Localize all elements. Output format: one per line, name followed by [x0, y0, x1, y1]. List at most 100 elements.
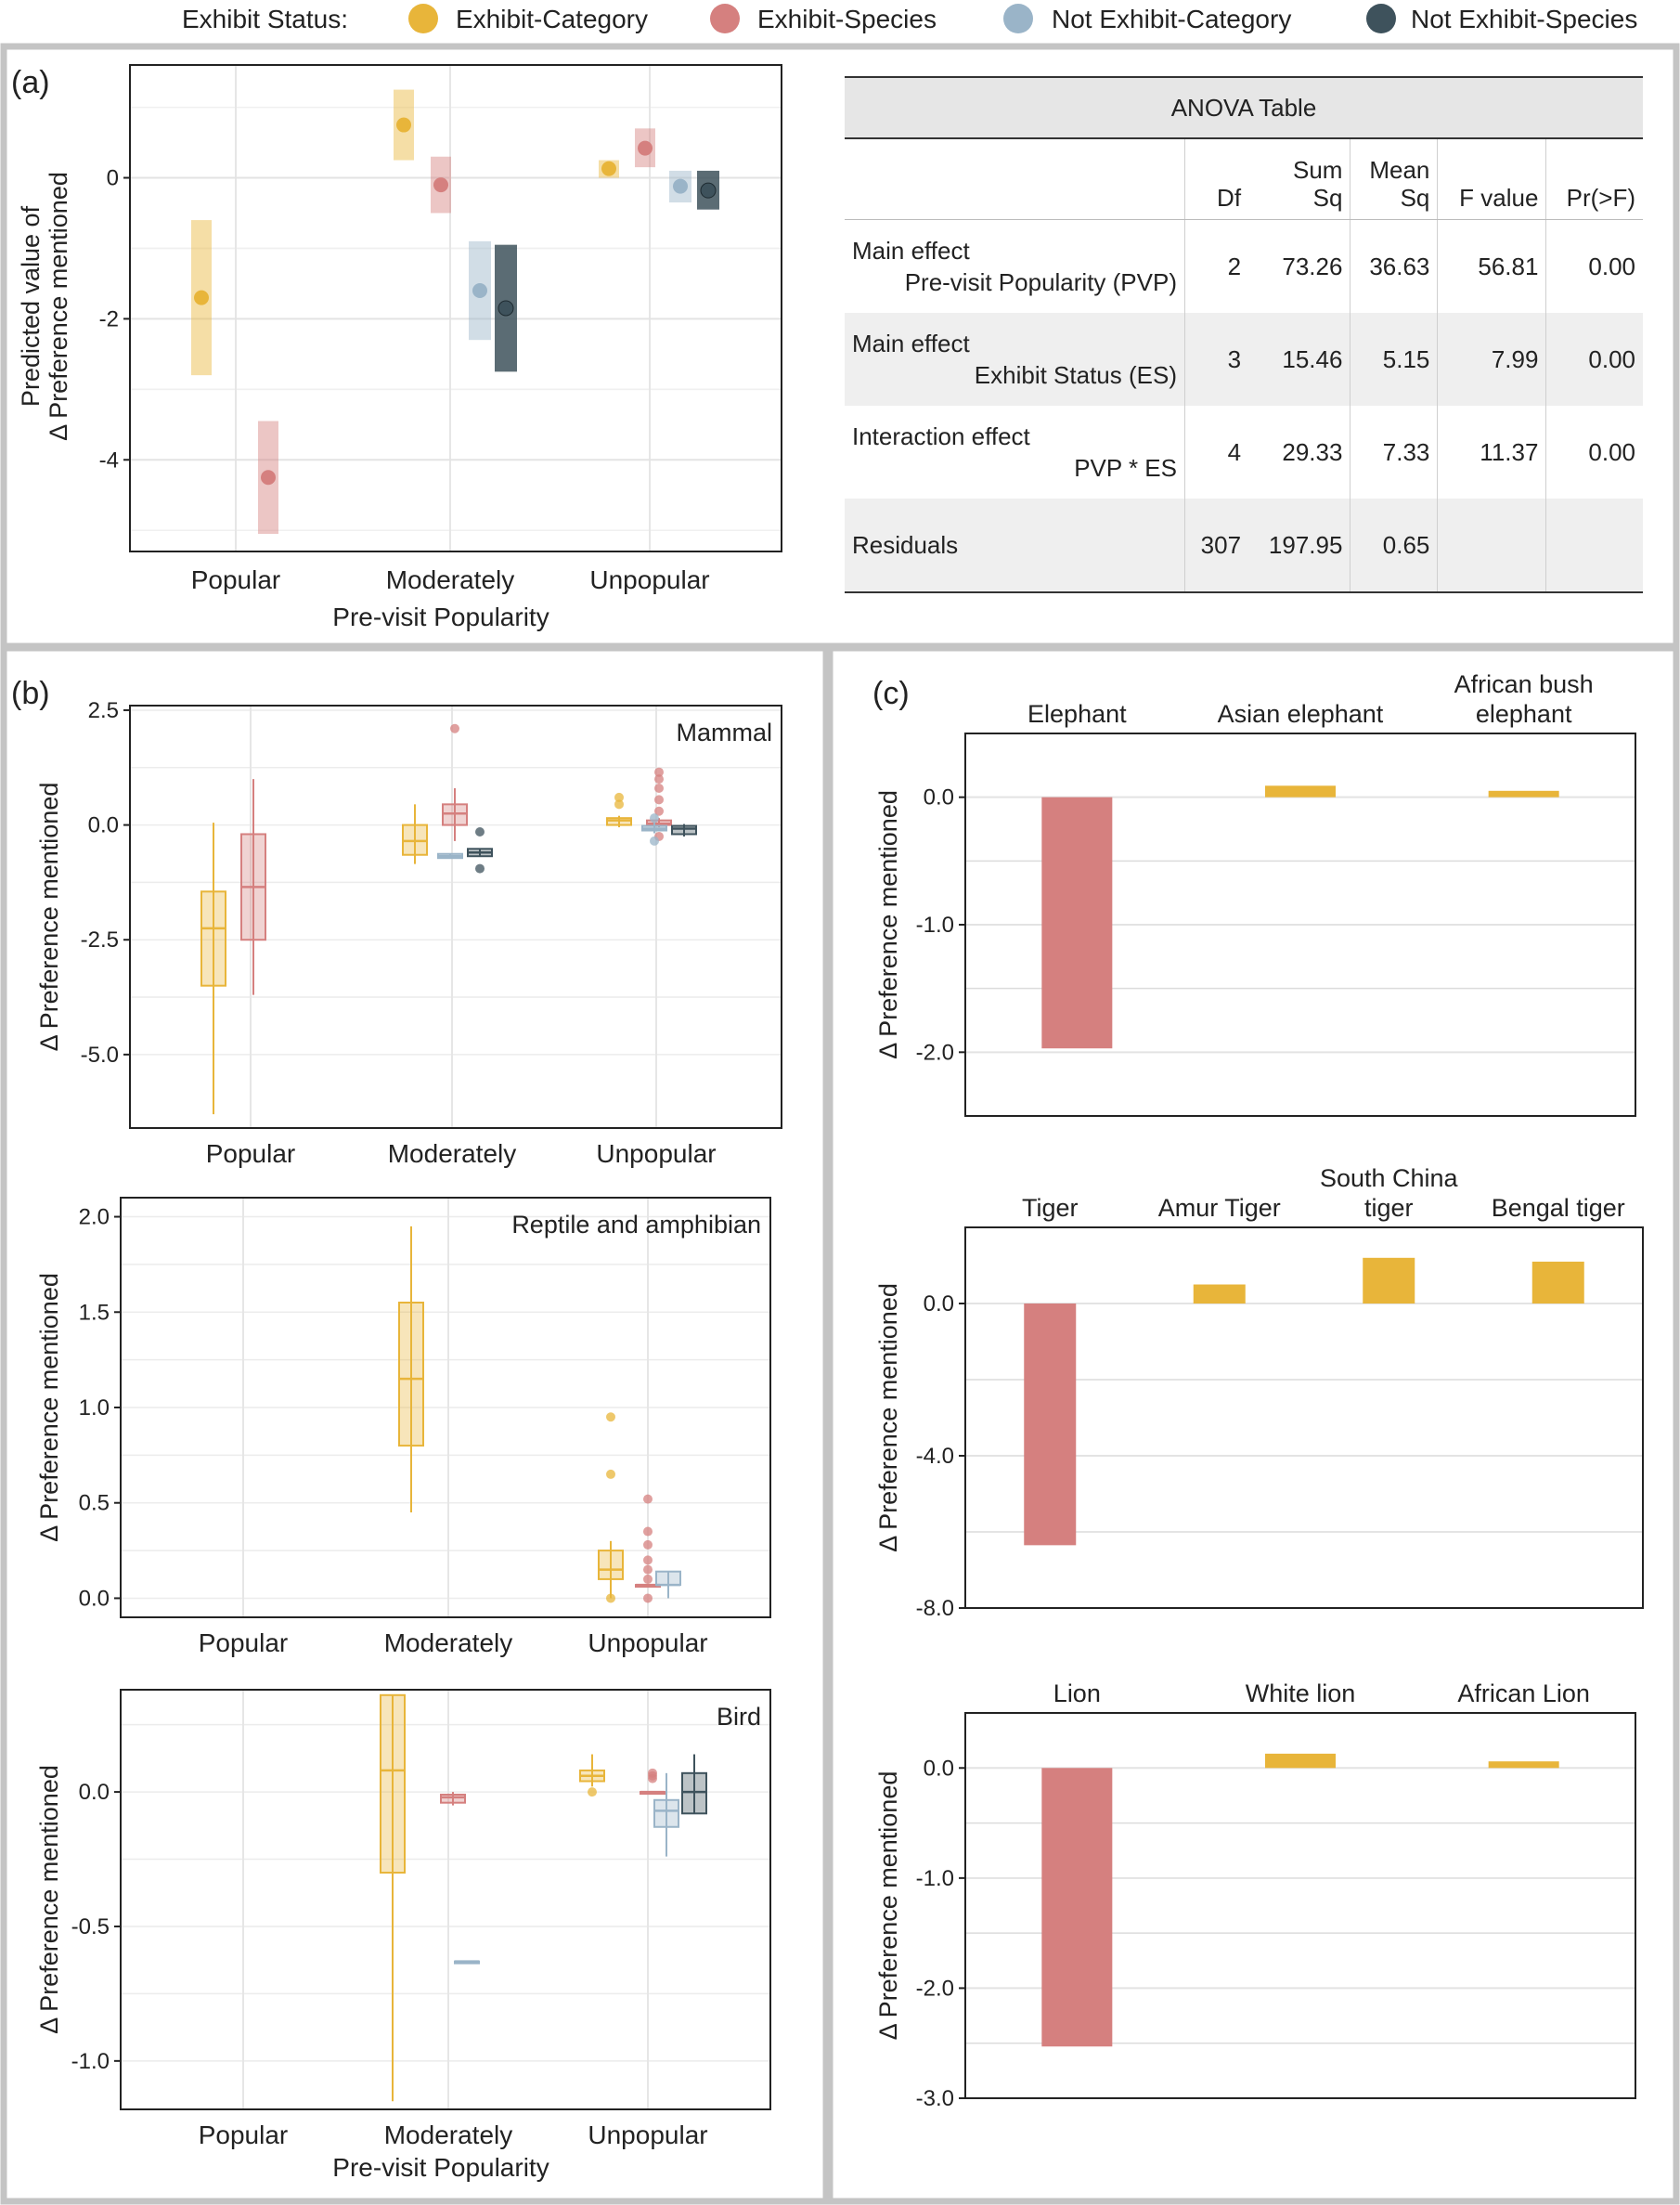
- y-tick-label: -2.5: [81, 927, 119, 953]
- predicted-point: [396, 117, 411, 133]
- anova-term-detail: PVP * ES: [1074, 454, 1177, 482]
- x-axis-label: Pre-visit Popularity: [332, 2153, 549, 2182]
- legend-label-not-exhibit-species: Not Exhibit-Species: [1411, 5, 1637, 33]
- y-tick-label: -0.5: [71, 1914, 110, 1939]
- box-iqr: [598, 1550, 624, 1580]
- y-axis-label: Δ Preference mentioned: [45, 172, 72, 441]
- box-iqr: [200, 890, 226, 987]
- y-tick-label: 0.0: [88, 813, 119, 838]
- anova-sumsq: 15.46: [1248, 313, 1350, 406]
- y-tick-label: -5.0: [81, 1043, 119, 1068]
- bar: [1531, 1261, 1584, 1304]
- anova-meansq: 36.63: [1350, 219, 1438, 313]
- x-tick-label: Moderately: [388, 1139, 517, 1168]
- predicted-point: [433, 177, 448, 193]
- bar: [1024, 1304, 1077, 1546]
- box-outlier: [643, 1494, 653, 1504]
- bar-label: tiger: [1364, 1194, 1414, 1222]
- y-tick-label: 1.0: [79, 1395, 110, 1420]
- bar-label: Elephant: [1027, 700, 1127, 728]
- x-tick-label: Unpopular: [596, 1139, 716, 1168]
- anova-term: Main effect: [852, 237, 970, 265]
- facet-title: Reptile and amphibian: [511, 1211, 761, 1239]
- anova-header-p: Pr(>F): [1545, 138, 1643, 220]
- y-axis-label: Δ Preference mentioned: [874, 1771, 902, 2041]
- plot-frame: [964, 1226, 1644, 1609]
- anova-header-term: [845, 138, 1185, 220]
- plot-frame: [129, 64, 782, 552]
- y-tick-label: -1.0: [71, 2049, 110, 2074]
- x-tick-label: Moderately: [386, 565, 515, 594]
- anova-f: 7.99: [1437, 313, 1546, 406]
- plot-frame: [120, 1197, 771, 1618]
- y-tick-label: -1.0: [916, 1866, 954, 1891]
- y-tick-label: -4: [99, 447, 119, 473]
- anova-f: 56.81: [1437, 219, 1546, 313]
- chart-b-mammal: 2.5 0.0 -2.5 -5.0 Mammal Popular Moderately Unp…: [35, 698, 782, 1168]
- box-outlier: [654, 806, 664, 816]
- y-tick-label: 2.5: [88, 698, 119, 723]
- x-tick-label: Moderately: [384, 1628, 513, 1657]
- anova-sumsq: 73.26: [1282, 253, 1343, 280]
- anova-row: Main effect Exhibit Status (ES) 3 15.46 5…: [845, 313, 1643, 406]
- anova-df: 2: [1184, 219, 1249, 313]
- panel-c-frame: [826, 644, 1680, 2205]
- y-tick-label: -4.0: [916, 1444, 954, 1469]
- predicted-point: [601, 161, 616, 176]
- bar-label: White lion: [1246, 1680, 1356, 1707]
- y-axis-label: Predicted value of: [17, 205, 45, 407]
- bar-label: Asian elephant: [1218, 700, 1384, 728]
- anova-caption: ANOVA Table: [845, 76, 1643, 139]
- y-tick-label: 0.0: [79, 1780, 110, 1805]
- y-tick-label: 0.5: [79, 1491, 110, 1516]
- box-outlier: [643, 1539, 653, 1550]
- y-axis-label: Δ Preference mentioned: [35, 783, 63, 1052]
- anova-term: Residuals: [852, 531, 959, 559]
- anova-term: Main effect: [852, 330, 970, 357]
- x-tick-label: Popular: [191, 565, 281, 594]
- box-iqr: [653, 1798, 679, 1828]
- box-outlier: [614, 799, 624, 810]
- plot-frame: [964, 733, 1636, 1117]
- anova-f: [1437, 499, 1546, 593]
- anova-row: Residuals 307 197.95 0.65: [845, 499, 1643, 593]
- chart-b-reptile-amphibian: 2.0 1.5 1.0 0.5 0.0 Reptile and amphibian Popu…: [35, 1197, 771, 1657]
- anova-meansq: 5.15: [1350, 313, 1438, 406]
- bar: [1363, 1257, 1415, 1304]
- anova-df: 4: [1184, 406, 1249, 499]
- y-axis-label: Δ Preference mentioned: [35, 1273, 63, 1542]
- anova-row: Interaction effect PVP * ES 4 29.33 7.33 …: [845, 406, 1643, 499]
- bar-label: elephant: [1476, 700, 1572, 728]
- y-tick-label: 2.0: [79, 1205, 110, 1230]
- chart-c-lion: 0.0 -1.0 -2.0 -3.0 Lion White lion African Lio…: [874, 1680, 1636, 2111]
- legend: Exhibit Status: Exhibit-Category Exhibit…: [182, 4, 1637, 33]
- predicted-point: [194, 290, 209, 305]
- y-axis-label: Δ Preference mentioned: [874, 790, 902, 1059]
- bar-label: Tiger: [1022, 1194, 1079, 1222]
- panel-c-label: (c): [872, 676, 910, 711]
- anova-header-meansq-1: Mean: [1369, 156, 1430, 184]
- box-outlier: [606, 1469, 615, 1479]
- predicted-point: [700, 182, 717, 199]
- anova-term-detail: Pre-visit Popularity (PVP): [904, 268, 1177, 296]
- box-outlier: [643, 1526, 653, 1537]
- legend-label-not-exhibit-category: Not Exhibit-Category: [1052, 5, 1291, 33]
- legend-title: Exhibit Status:: [182, 5, 348, 33]
- y-tick-label: 0.0: [924, 1756, 954, 1781]
- box-outlier: [614, 792, 624, 802]
- y-axis-label: Δ Preference mentioned: [874, 1283, 902, 1552]
- y-tick-label: -2.0: [916, 1040, 954, 1065]
- box-outlier: [475, 827, 485, 837]
- anova-p: [1545, 499, 1643, 593]
- anova-meansq: 0.65: [1350, 499, 1438, 593]
- y-tick-label: 0.0: [924, 1291, 954, 1317]
- panel-b-frame: [0, 644, 830, 2205]
- y-tick-label: -2.0: [916, 1976, 954, 2001]
- legend-swatch-not-exhibit-species: [1366, 4, 1396, 33]
- y-tick-label: -3.0: [916, 2086, 954, 2111]
- box-outlier: [450, 723, 459, 733]
- box-outlier: [643, 1593, 653, 1603]
- box-outlier: [654, 774, 664, 785]
- legend-swatch-not-exhibit-category: [1003, 4, 1033, 33]
- chart-c-tiger: 0.0 -4.0 -8.0 Tiger Amur Tiger South Chinatig…: [874, 1164, 1644, 1621]
